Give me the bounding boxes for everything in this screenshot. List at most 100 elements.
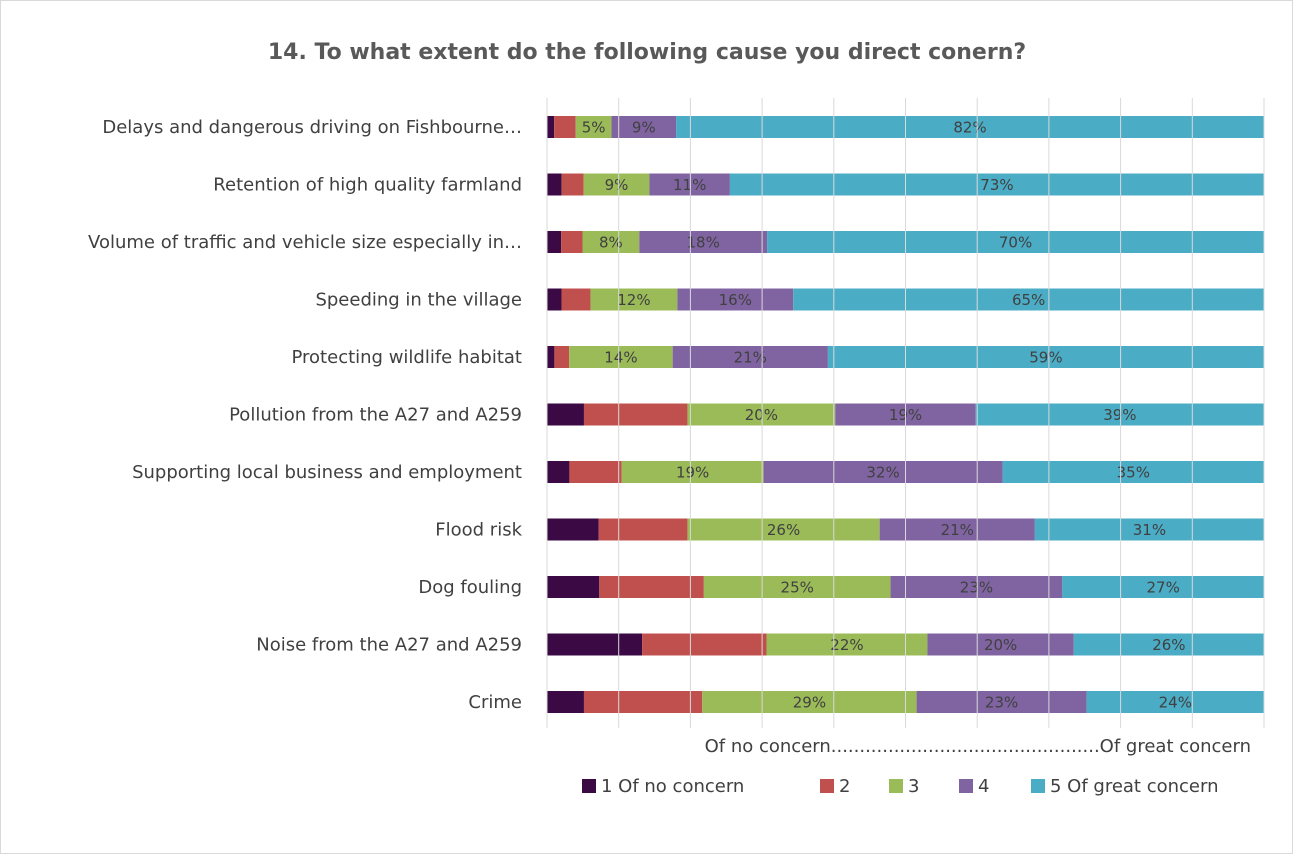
bar-segment [569,346,673,368]
bar-segment [766,633,928,656]
data-label: 70% [999,234,1032,252]
data-label: 21% [734,349,767,367]
bar-segment [763,461,1003,483]
bar-segment [547,346,555,368]
legend-swatch [959,779,973,793]
bar-segment [599,576,704,598]
category-label: Speeding in the village [315,290,522,311]
legend-label: 2 [839,776,850,797]
bar-segment [547,403,584,426]
bar-segment [547,288,562,311]
category-label: Supporting local business and employment [132,462,522,483]
bar-segment [583,691,703,713]
bar-segment [649,173,730,196]
bar-segment [767,231,1264,253]
data-label: 16% [719,291,752,309]
data-label: 12% [617,291,650,309]
bar-segment [890,576,1063,598]
data-label: 22% [830,636,863,654]
bar-segment [547,518,599,541]
data-label: 23% [985,694,1018,712]
bar-segment [1086,691,1264,713]
data-label: 5% [582,119,606,137]
data-label: 26% [767,521,800,539]
data-label: 24% [1159,694,1192,712]
bar-segment [547,691,584,713]
bar-segment [561,231,583,253]
bar-segment [927,633,1074,656]
bar-segment [703,576,891,598]
data-label: 20% [984,636,1017,654]
legend-label: 4 [978,776,989,797]
bar-segment [1034,518,1264,541]
data-label: 9% [632,119,656,137]
bar-segment [547,173,562,196]
bar-segment [583,173,650,196]
category-label: Pollution from the A27 and A259 [229,405,522,426]
bar-segment [639,231,768,253]
data-label: 35% [1117,464,1150,482]
bar-segment [793,288,1264,311]
bar-segment [547,461,570,483]
bar-segment [547,633,643,656]
chart-title: 14. To what extent do the following caus… [268,40,1026,65]
data-label: 11% [673,176,706,194]
bar-segment [590,288,678,311]
bar-segment [583,403,688,426]
data-label: 82% [953,119,986,137]
data-label: 26% [1152,636,1185,654]
category-label: Flood risk [435,520,522,541]
bar-segment [827,346,1264,368]
bars: 5% 9% 82% 9% 11% 73% 8% 18% 70% 12% 16% 65% 14% 21% 59… [547,116,1264,713]
data-label: 39% [1103,406,1136,424]
legend-swatch [582,779,596,793]
bar-segment [916,691,1087,713]
legend-label: 1 Of no concern [601,776,744,797]
bar-segment [547,231,562,253]
bar-segment [561,288,591,311]
bar-segment [561,173,584,196]
data-label: 14% [604,349,637,367]
data-label: 65% [1012,291,1045,309]
data-label: 20% [745,406,778,424]
bar-segment [702,691,917,713]
data-label: 23% [960,579,993,597]
category-label: Delays and dangerous driving on Fishbour… [102,117,522,138]
category-labels: Delays and dangerous driving on Fishbour… [88,117,523,713]
bar-segment [547,116,555,138]
category-label: Noise from the A27 and A259 [256,635,522,656]
data-label: 73% [980,176,1013,194]
bar-segment [569,461,622,483]
data-label: 32% [866,464,899,482]
bar-segment [582,231,640,253]
bar-segment [1062,576,1264,598]
bar-segment [611,116,677,138]
data-label: 59% [1029,349,1062,367]
bar-segment [687,518,880,541]
data-label: 19% [676,464,709,482]
legend-swatch [820,779,834,793]
bar-segment [642,633,767,656]
category-label: Dog fouling [418,577,522,598]
data-label: 21% [941,521,974,539]
bar-segment [598,518,688,541]
category-label: Protecting wildlife habitat [292,347,523,368]
x-axis [546,98,1265,728]
bar-segment [676,116,1264,138]
bar-segment [687,403,836,426]
bar-segment [729,173,1264,196]
legend-label: 5 Of great concern [1050,776,1219,797]
bar-segment [879,518,1035,541]
data-label: 29% [793,694,826,712]
data-label: 18% [687,234,720,252]
legend: 1 Of no concern 2 3 4 5 Of great concern [582,776,1219,797]
data-label: 27% [1147,579,1180,597]
bar-segment [554,116,576,138]
bar-segment [1002,461,1264,483]
legend-swatch [1031,779,1045,793]
bar-segment [621,461,764,483]
legend-label: 3 [908,776,919,797]
category-label: Crime [468,692,522,713]
